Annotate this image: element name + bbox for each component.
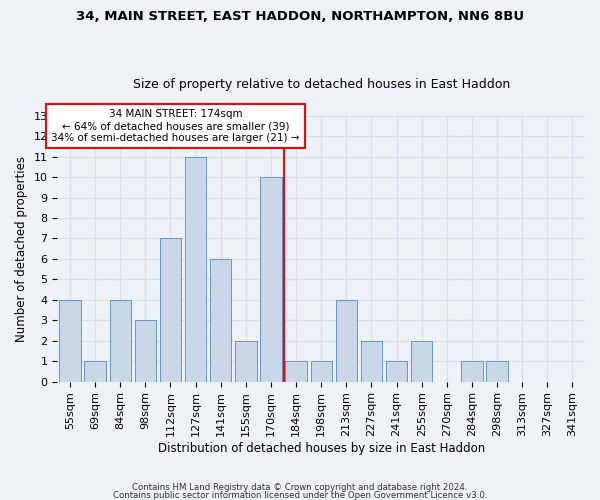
Bar [335, 300, 357, 382]
Bar [85, 361, 106, 382]
Bar [260, 177, 281, 382]
Bar [235, 340, 257, 382]
Bar [59, 300, 80, 382]
Text: Contains HM Land Registry data © Crown copyright and database right 2024.: Contains HM Land Registry data © Crown c… [132, 484, 468, 492]
Bar [386, 361, 407, 382]
Bar [311, 361, 332, 382]
Bar [411, 340, 433, 382]
X-axis label: Distribution of detached houses by size in East Haddon: Distribution of detached houses by size … [158, 442, 485, 455]
Bar [160, 238, 181, 382]
Bar [110, 300, 131, 382]
Text: Contains public sector information licensed under the Open Government Licence v3: Contains public sector information licen… [113, 490, 487, 500]
Bar [487, 361, 508, 382]
Bar [461, 361, 482, 382]
Bar [361, 340, 382, 382]
Bar [134, 320, 156, 382]
Text: 34, MAIN STREET, EAST HADDON, NORTHAMPTON, NN6 8BU: 34, MAIN STREET, EAST HADDON, NORTHAMPTO… [76, 10, 524, 23]
Text: 34 MAIN STREET: 174sqm
← 64% of detached houses are smaller (39)
34% of semi-det: 34 MAIN STREET: 174sqm ← 64% of detached… [51, 110, 300, 142]
Bar [210, 259, 232, 382]
Bar [185, 156, 206, 382]
Y-axis label: Number of detached properties: Number of detached properties [15, 156, 28, 342]
Bar [286, 361, 307, 382]
Title: Size of property relative to detached houses in East Haddon: Size of property relative to detached ho… [133, 78, 510, 91]
